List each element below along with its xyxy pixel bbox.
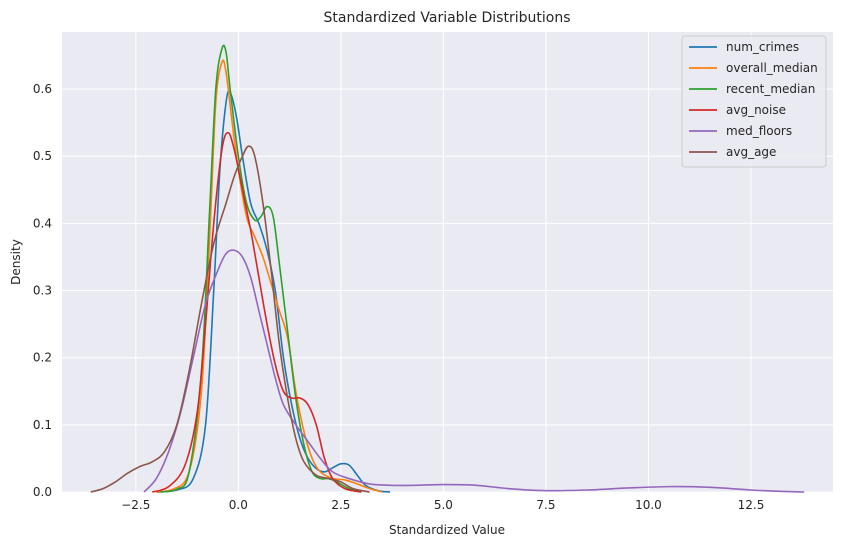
y-tick-label: 0.2: [33, 351, 52, 365]
x-tick-label: 12.5: [738, 498, 765, 512]
legend-label-avg_age: avg_age: [726, 145, 776, 159]
x-tick-label: 10.0: [635, 498, 662, 512]
x-tick-label: 2.5: [331, 498, 350, 512]
x-tick-label: −2.5: [121, 498, 150, 512]
y-tick-label: 0.0: [33, 485, 52, 499]
y-tick-label: 0.3: [33, 284, 52, 298]
series-line-recent_median: [160, 44, 362, 493]
chart-title: Standardized Variable Distributions: [324, 10, 571, 26]
legend-label-overall_median: overall_median: [726, 61, 818, 75]
series-layer: [90, 44, 805, 493]
legend-label-avg_noise: avg_noise: [726, 103, 786, 117]
series-line-med_floors: [143, 249, 805, 493]
x-tick-label: 0.0: [229, 498, 248, 512]
series-line-avg_noise: [151, 131, 362, 493]
y-tick-label: 0.1: [33, 418, 52, 432]
series-line-overall_median: [156, 59, 383, 493]
legend: num_crimes overall_median recent_medianavg…: [681, 35, 827, 168]
x-axis-label: Standardized Value: [389, 523, 505, 537]
y-tick-label: 0.4: [33, 216, 52, 230]
legend-box: [681, 35, 827, 168]
y-tick-label: 0.5: [33, 149, 52, 163]
grid: [62, 32, 833, 493]
legend-label-recent_median: recent_median: [726, 82, 815, 96]
y-axis-label: Density: [9, 239, 23, 285]
x-tick-label: 7.5: [536, 498, 555, 512]
legend-label-num_crimes: num_crimes: [726, 40, 799, 54]
series-line-avg_age: [90, 145, 370, 493]
legend-label-med_floors: med_floors: [726, 124, 792, 138]
x-axis-ticks: −2.5 0.0 2.5 5.0 7.5 10.0 12.5: [121, 498, 764, 512]
y-axis-ticks: 0.0 0.1 0.2 0.3 0.4 0.5 0.6: [33, 82, 52, 499]
y-tick-label: 0.6: [33, 82, 52, 96]
x-tick-label: 5.0: [434, 498, 453, 512]
